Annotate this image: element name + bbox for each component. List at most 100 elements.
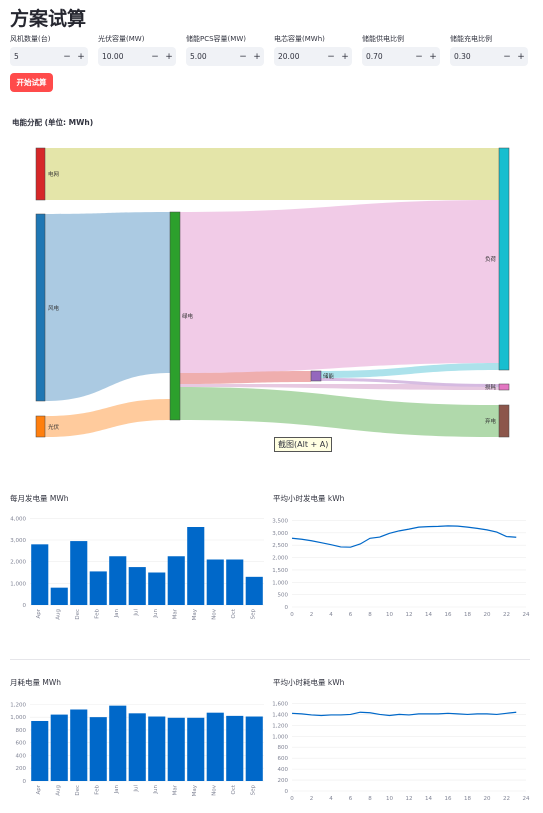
sankey-link (180, 384, 499, 390)
x-tick-label: 4 (329, 612, 333, 618)
x-tick-label: May (192, 608, 198, 620)
bar (167, 556, 185, 605)
y-tick-label: 2,000 (10, 560, 26, 566)
increment-button[interactable]: + (165, 51, 173, 62)
x-tick-label: Oct (231, 608, 237, 618)
bar (206, 712, 224, 781)
x-tick-label: Jun (153, 608, 159, 618)
x-tick-label: Nov (211, 608, 217, 619)
input-value[interactable]: 10.00 (102, 52, 124, 61)
input-value[interactable]: 5 (14, 52, 19, 61)
input-value[interactable]: 20.00 (278, 52, 300, 61)
bar (187, 717, 205, 781)
bar (50, 714, 68, 781)
x-tick-label: Mar (172, 784, 178, 795)
param-wind-count: 风机数量(台) 5 − + (10, 34, 88, 66)
x-tick-label: Dec (75, 609, 81, 620)
y-tick-label: 500 (278, 593, 289, 599)
bar (128, 567, 146, 605)
input-value[interactable]: 0.30 (454, 52, 471, 61)
y-tick-label: 1,000 (272, 580, 288, 586)
x-tick-label: 2 (310, 612, 314, 618)
decrement-button[interactable]: − (503, 51, 511, 62)
decrement-button[interactable]: − (327, 51, 335, 62)
x-tick-label: Dec (75, 785, 81, 796)
sankey-link (321, 363, 499, 378)
number-input[interactable]: 0.70 − + (362, 47, 440, 66)
decrement-button[interactable]: − (239, 51, 247, 62)
x-tick-label: Mar (172, 608, 178, 619)
sankey-node[interactable] (169, 211, 181, 421)
decrement-button[interactable]: − (63, 51, 71, 62)
param-pcs-capacity: 储能PCS容量(MW) 5.00 − + (186, 34, 264, 66)
bar (226, 715, 244, 781)
sankey-node[interactable] (498, 404, 510, 438)
sankey-node-label: 风电 (48, 304, 60, 312)
y-tick-label: 1,200 (272, 723, 288, 729)
y-tick-label: 0 (285, 789, 289, 795)
sankey-node-label: 光伏 (48, 423, 60, 431)
x-tick-label: 14 (425, 612, 432, 618)
y-tick-label: 1,000 (272, 734, 288, 740)
bar (206, 559, 224, 605)
sankey-node[interactable] (498, 147, 510, 371)
sankey-node[interactable] (35, 147, 46, 201)
sankey-node-label: 绿电 (182, 312, 194, 320)
x-tick-label: Sep (250, 785, 256, 796)
bar (50, 587, 68, 605)
decrement-button[interactable]: − (151, 51, 159, 62)
x-tick-label: 18 (464, 796, 471, 802)
param-cell-capacity: 电芯容量(MWh) 20.00 − + (274, 34, 352, 66)
y-tick-label: 1,600 (272, 701, 288, 707)
number-input[interactable]: 5 − + (10, 47, 88, 66)
sankey-node[interactable] (35, 415, 46, 438)
decrement-button[interactable]: − (415, 51, 423, 62)
sankey-node[interactable] (498, 383, 510, 391)
x-tick-label: Sep (250, 609, 256, 620)
bar (245, 716, 263, 781)
chart-title: 平均小时发电量 kWh (273, 494, 345, 503)
x-tick-label: Apr (36, 784, 42, 794)
x-tick-label: 10 (386, 796, 393, 802)
monthly-consumption-chart: 0 200 400 600 800 1,000 1,200 Apr Aug Dec Feb Jan Ju… (10, 702, 264, 796)
x-tick-label: 4 (329, 796, 333, 802)
increment-button[interactable]: + (253, 51, 261, 62)
x-tick-label: Apr (36, 608, 42, 618)
run-button[interactable]: 开始试算 (10, 73, 53, 92)
param-label: 电芯容量(MWh) (274, 35, 325, 43)
y-tick-label: 1,500 (272, 568, 288, 574)
y-tick-label: 3,500 (272, 518, 288, 524)
sankey-node-label: 电网 (48, 170, 60, 178)
sankey-node[interactable] (35, 213, 46, 402)
bar (109, 556, 127, 605)
param-label: 光伏容量(MW) (98, 35, 145, 43)
increment-button[interactable]: + (77, 51, 85, 62)
increment-button[interactable]: + (429, 51, 437, 62)
bar (148, 572, 166, 605)
number-input[interactable]: 20.00 − + (274, 47, 352, 66)
y-tick-label: 1,400 (272, 712, 288, 718)
sankey-node[interactable] (310, 370, 322, 382)
y-tick-label: 800 (16, 728, 27, 734)
sankey-link (45, 148, 499, 200)
input-value[interactable]: 5.00 (190, 52, 207, 61)
x-tick-label: 0 (290, 612, 294, 618)
bar (70, 541, 88, 605)
monthly-generation-chart: 0 1,000 2,000 3,000 4,000 Apr Aug Dec Feb Jan Jul J… (10, 516, 264, 620)
x-tick-label: 6 (349, 796, 353, 802)
y-tick-label: 2,000 (272, 556, 288, 562)
number-input[interactable]: 0.30 − + (450, 47, 528, 66)
number-input[interactable]: 5.00 − + (186, 47, 264, 66)
number-input[interactable]: 10.00 − + (98, 47, 176, 66)
screenshot-tooltip: 截图(Alt + A) (274, 437, 333, 452)
x-tick-label: Jan (114, 608, 120, 618)
increment-button[interactable]: + (517, 51, 525, 62)
x-tick-label: Feb (94, 785, 100, 795)
increment-button[interactable]: + (341, 51, 349, 62)
y-tick-label: 1,000 (10, 581, 26, 587)
chart-title: 平均小时耗电量 kWh (273, 678, 345, 687)
y-tick-label: 600 (278, 756, 289, 762)
input-value[interactable]: 0.70 (366, 52, 383, 61)
y-tick-label: 400 (16, 753, 27, 759)
x-tick-label: 0 (290, 796, 294, 802)
